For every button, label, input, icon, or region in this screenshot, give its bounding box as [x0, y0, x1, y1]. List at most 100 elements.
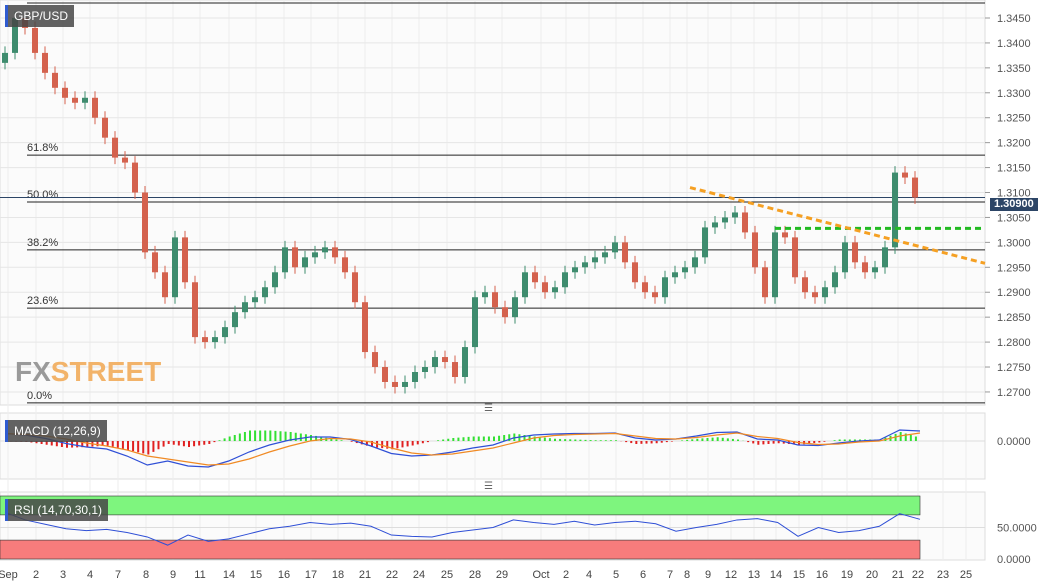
- x-tick-label: 9: [705, 569, 711, 581]
- rsi-resize-handle[interactable]: ☰: [484, 481, 493, 492]
- macd-histogram-bar: [416, 441, 419, 445]
- macd-histogram-bar: [411, 441, 414, 446]
- fib-label: 23.6%: [27, 295, 58, 307]
- bullish-candle: [832, 272, 838, 288]
- macd-histogram-bar: [223, 438, 226, 441]
- y-tick-label: 1.3200: [997, 138, 1031, 150]
- macd-histogram-bar: [350, 441, 353, 442]
- x-tick-label: Sep: [0, 569, 18, 581]
- bearish-candle: [342, 257, 348, 273]
- macd-label: MACD (12,26,9): [5, 420, 107, 442]
- macd-histogram-bar: [294, 432, 297, 441]
- macd-histogram-bar: [493, 436, 495, 441]
- macd-histogram-bar: [543, 437, 546, 441]
- macd-histogram-bar: [452, 438, 455, 441]
- macd-histogram-bar: [904, 433, 907, 441]
- macd-histogram-bar: [559, 438, 562, 441]
- macd-histogram-bar: [899, 432, 902, 441]
- macd-histogram-bar: [310, 435, 312, 441]
- macd-histogram-bar: [371, 441, 373, 447]
- macd-histogram-bar: [121, 441, 124, 449]
- bullish-candle: [432, 357, 438, 368]
- macd-histogram-bar: [421, 441, 424, 444]
- x-tick-label: 5: [613, 569, 619, 581]
- x-tick-label: 25: [441, 569, 453, 581]
- x-tick-label: 3: [60, 569, 66, 581]
- x-tick-label: 18: [332, 569, 344, 581]
- bullish-candle: [842, 242, 848, 273]
- x-tick-label: 2: [33, 569, 39, 581]
- bullish-candle: [582, 262, 588, 268]
- bearish-candle: [32, 27, 38, 53]
- macd-histogram-bar: [833, 440, 836, 441]
- macd-histogram-bar: [81, 441, 84, 448]
- fxstreet-logo: FXSTREET: [15, 356, 162, 387]
- bullish-candle: [712, 222, 718, 228]
- y-tick-label: 1.3100: [997, 188, 1031, 200]
- macd-histogram-bar: [386, 441, 389, 449]
- macd-histogram-bar: [365, 441, 368, 446]
- macd-histogram-bar: [853, 439, 856, 441]
- macd-histogram-bar: [762, 441, 765, 445]
- fib-label: 38.2%: [27, 237, 58, 249]
- macd-histogram-bar: [681, 440, 684, 441]
- y-tick-label: 1.2900: [997, 287, 1031, 299]
- macd-histogram-bar: [66, 441, 68, 448]
- x-tick-label: 16: [278, 569, 290, 581]
- bearish-candle: [142, 192, 148, 253]
- macd-histogram-bar: [792, 441, 795, 445]
- macd-histogram-bar: [167, 441, 170, 444]
- x-tick-label: 25: [960, 569, 972, 581]
- macd-histogram-bar: [670, 441, 673, 442]
- macd-histogram-bar: [548, 438, 551, 441]
- macd-histogram-bar: [259, 430, 262, 441]
- bearish-candle: [132, 162, 138, 193]
- signal-line: [4, 432, 921, 466]
- macd-histogram-bar: [660, 441, 663, 443]
- macd-histogram-bar: [808, 441, 811, 444]
- macd-histogram-bar: [767, 441, 770, 444]
- x-tick-label: 14: [223, 569, 235, 581]
- fib-label: 61.8%: [27, 142, 58, 154]
- macd-histogram-bar: [335, 439, 338, 441]
- bullish-candle: [572, 267, 578, 273]
- bearish-candle: [42, 52, 48, 73]
- bearish-candle: [382, 367, 388, 382]
- bullish-candle: [172, 237, 178, 298]
- macd-histogram-bar: [193, 441, 196, 447]
- bearish-candle: [502, 307, 508, 318]
- macd-histogram-bar: [538, 437, 541, 441]
- x-tick-label: 23: [937, 569, 949, 581]
- bearish-candle: [652, 292, 658, 298]
- macd-histogram-bar: [106, 441, 109, 446]
- macd-histogram-bar: [482, 436, 485, 441]
- macd-histogram-bar: [35, 441, 38, 444]
- macd-histogram-bar: [564, 439, 567, 441]
- macd-histogram-bar: [574, 439, 577, 441]
- bearish-candle: [332, 247, 338, 258]
- bullish-candle: [522, 272, 528, 298]
- bearish-candle: [202, 337, 208, 343]
- macd-resize-handle[interactable]: ☰: [484, 403, 493, 414]
- bullish-candle: [472, 297, 478, 348]
- bullish-candle: [872, 267, 878, 273]
- bullish-candle: [702, 227, 708, 258]
- bullish-candle: [262, 287, 268, 298]
- x-tick-label: 7: [667, 569, 673, 581]
- bearish-candle: [162, 272, 168, 298]
- macd-line: [4, 429, 921, 468]
- macd-histogram-bar: [269, 430, 272, 441]
- macd-histogram-bar: [447, 438, 450, 441]
- bearish-candle: [452, 362, 458, 377]
- macd-histogram-bar: [254, 430, 257, 441]
- bearish-candle: [622, 242, 628, 263]
- rsi-oversold-zone: [0, 539, 921, 560]
- bullish-candle: [302, 257, 308, 268]
- y-tick-label: 1.3000: [997, 237, 1031, 249]
- macd-histogram-bar: [772, 441, 775, 444]
- macd-histogram-bar: [909, 435, 912, 441]
- macd-histogram-bar: [726, 438, 729, 441]
- bullish-candle: [232, 312, 238, 328]
- macd-histogram-bar: [625, 441, 628, 443]
